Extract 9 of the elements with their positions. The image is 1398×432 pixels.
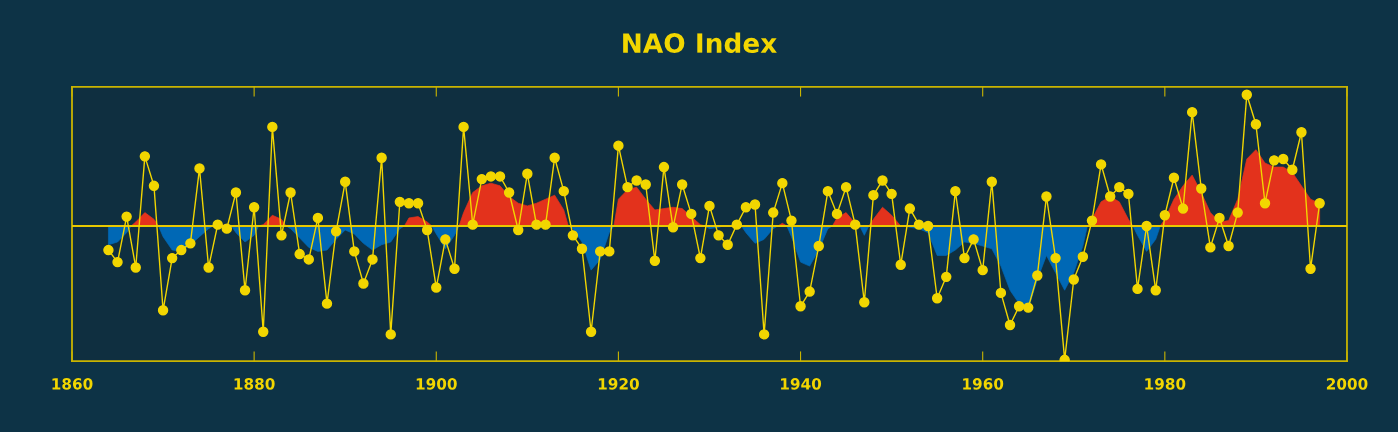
x-tick-label: 1880 — [234, 378, 275, 390]
x-tick-label: 1860 — [52, 378, 93, 390]
x-tick-label: 2000 — [1326, 378, 1368, 390]
x-tick-label: 1980 — [1145, 378, 1186, 390]
x-tick-label: 1960 — [963, 378, 1004, 390]
x-tick-label: 1920 — [598, 378, 639, 390]
chart-title: NAO Index — [623, 32, 777, 54]
x-tick-label: 1900 — [416, 378, 457, 390]
x-tick-label: 1940 — [781, 378, 822, 390]
